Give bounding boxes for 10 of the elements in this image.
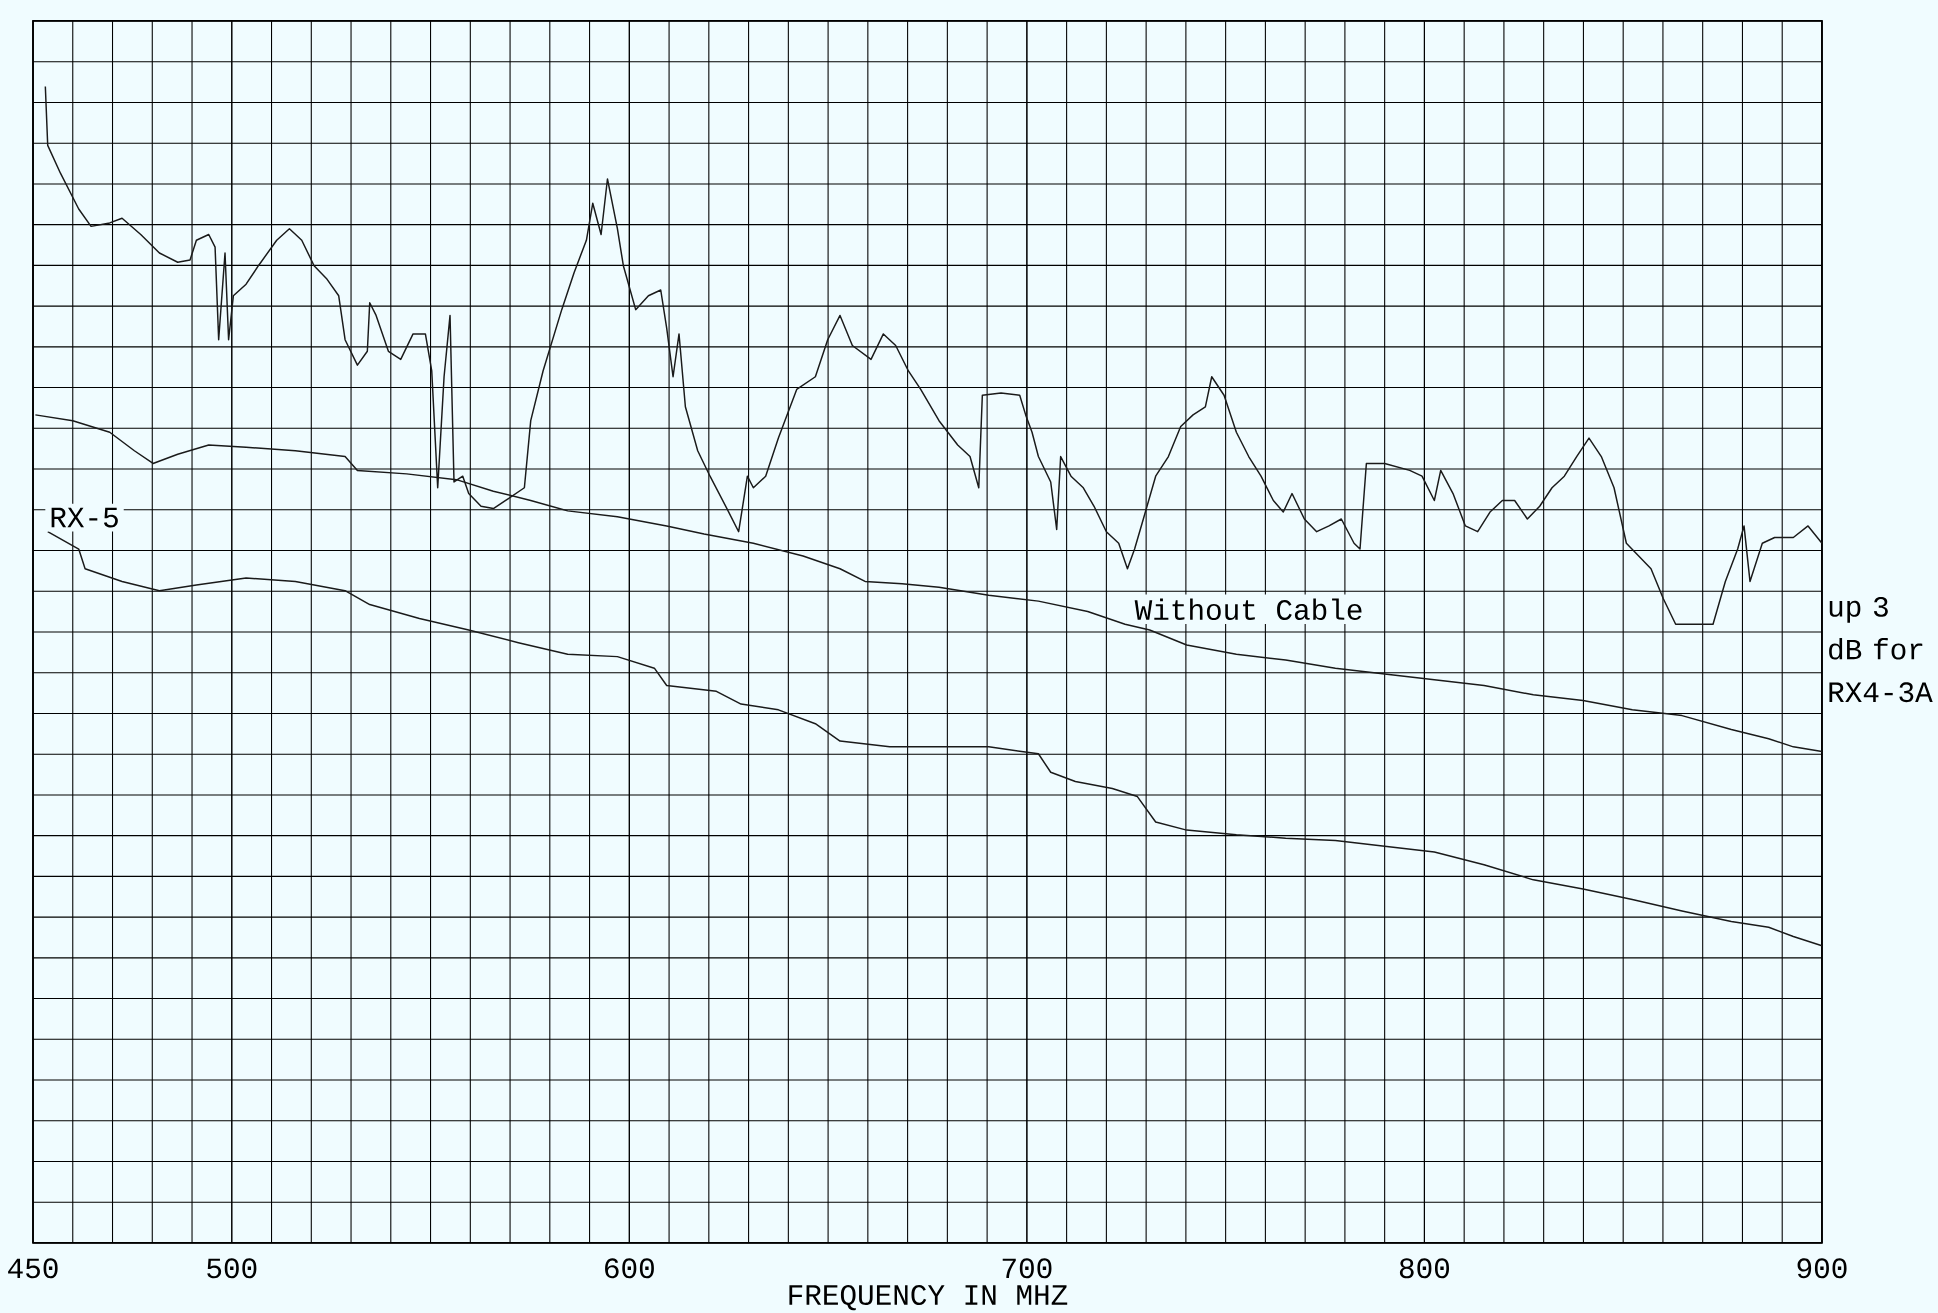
series-label: RX-5	[51, 507, 118, 528]
x-axis-title: FREQUENCY IN MHZ	[789, 1285, 1068, 1311]
series-label: Without Cable	[1134, 598, 1362, 620]
x-tick-label: 450	[8, 1258, 58, 1279]
x-tick-label: 600	[605, 1258, 654, 1279]
x-tick-label: 500	[207, 1258, 257, 1279]
text: up 3 dB for RX4-3A	[1829, 596, 1933, 703]
x-tick-label: 700	[1002, 1258, 1052, 1279]
x-tick-label: 900	[1797, 1258, 1847, 1279]
x-tick-label: 800	[1399, 1258, 1450, 1279]
